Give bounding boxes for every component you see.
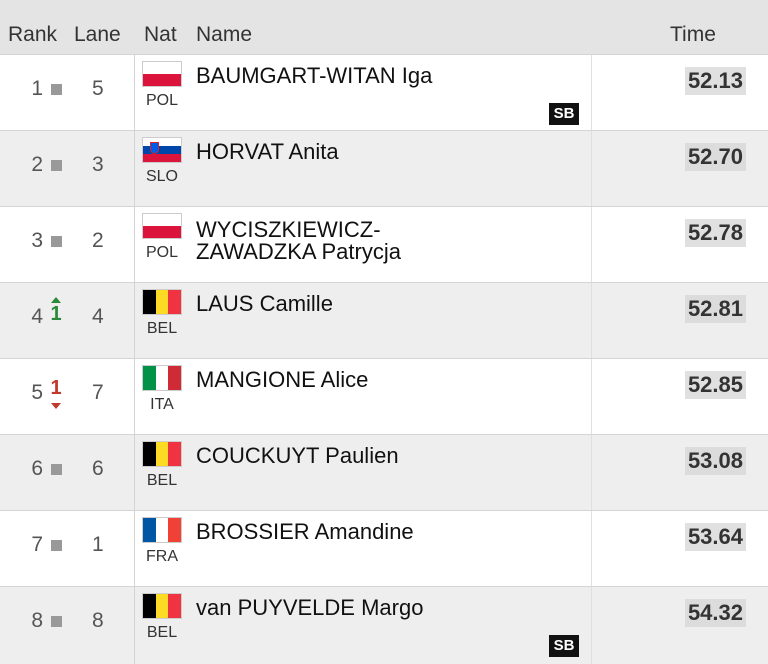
result-time: 52.13 xyxy=(684,67,746,95)
column-divider xyxy=(591,359,592,434)
header-time: Time xyxy=(670,23,716,46)
athlete-name[interactable]: COUCKUYT Paulien xyxy=(196,443,399,468)
athlete-name[interactable]: BAUMGART-WITAN Iga xyxy=(196,63,433,88)
result-time: 52.81 xyxy=(684,295,746,323)
rank-up-indicator: 1 xyxy=(48,297,64,327)
flag-icon xyxy=(142,137,182,163)
column-divider xyxy=(134,587,135,664)
column-divider xyxy=(134,207,135,282)
rank: 3 xyxy=(31,229,43,252)
lane: 5 xyxy=(92,77,104,100)
result-time: 54.32 xyxy=(684,599,746,627)
column-divider xyxy=(591,131,592,206)
rank: 5 xyxy=(31,381,43,404)
rank: 1 xyxy=(31,77,43,100)
result-time: 52.78 xyxy=(684,219,746,247)
nat-code: FRA xyxy=(146,548,178,565)
result-time: 53.08 xyxy=(684,447,746,475)
flag-icon xyxy=(142,61,182,87)
flag-icon xyxy=(142,289,182,315)
column-divider xyxy=(134,359,135,434)
result-row[interactable]: 1 5 POL BAUMGART-WITAN Iga SB 52.13 xyxy=(0,54,768,130)
flag-icon xyxy=(142,365,182,391)
rank: 6 xyxy=(31,457,43,480)
lane: 3 xyxy=(92,153,104,176)
column-divider xyxy=(591,207,592,282)
nat-code: POL xyxy=(145,244,178,261)
nat-code: ITA xyxy=(150,396,174,413)
rank-change-value: 1 xyxy=(50,303,62,325)
nat-code: SLO xyxy=(145,168,178,185)
lane: 1 xyxy=(92,533,104,556)
athlete-name[interactable]: BROSSIER Amandine xyxy=(196,519,414,544)
result-row[interactable]: 6 6 BEL COUCKUYT Paulien 53.08 xyxy=(0,434,768,510)
rank: 2 xyxy=(31,153,43,176)
athlete-name[interactable]: van PUYVELDE Margo xyxy=(196,595,424,620)
result-row[interactable]: 5 1 7 ITA MANGIONE Alice 52.85 xyxy=(0,358,768,434)
result-time: 52.70 xyxy=(684,143,746,171)
lane: 6 xyxy=(92,457,104,480)
result-time: 52.85 xyxy=(684,371,746,399)
flag-icon xyxy=(142,517,182,543)
flag-icon xyxy=(142,441,182,467)
no-change-icon xyxy=(51,160,62,171)
nat-code: BEL xyxy=(146,320,178,337)
arrow-up-icon xyxy=(51,297,61,303)
rank-down-indicator: 1 xyxy=(48,377,64,409)
athlete-name[interactable]: MANGIONE Alice xyxy=(196,367,369,392)
lane: 7 xyxy=(92,381,104,404)
column-divider xyxy=(591,55,592,130)
arrow-down-icon xyxy=(51,403,61,409)
column-divider xyxy=(591,283,592,358)
no-change-icon xyxy=(51,540,62,551)
column-divider xyxy=(134,131,135,206)
flag-icon xyxy=(142,213,182,239)
no-change-icon xyxy=(51,236,62,247)
results-header: Rank Lane Nat Name Time xyxy=(0,0,768,54)
athlete-name[interactable]: LAUS Camille xyxy=(196,291,333,316)
column-divider xyxy=(134,511,135,586)
column-divider xyxy=(591,435,592,510)
column-divider xyxy=(591,587,592,664)
flag-icon xyxy=(142,593,182,619)
lane: 8 xyxy=(92,609,104,632)
rank: 7 xyxy=(31,533,43,556)
lane: 4 xyxy=(92,305,104,328)
result-row[interactable]: 3 2 POL WYCISZKIEWICZ-ZAWADZKA Patrycja 52.7… xyxy=(0,206,768,282)
athlete-name[interactable]: WYCISZKIEWICZ-ZAWADZKA Patrycja xyxy=(196,217,401,264)
column-divider xyxy=(591,511,592,586)
rank: 4 xyxy=(31,305,43,328)
column-divider xyxy=(134,435,135,510)
result-row[interactable]: 7 1 FRA BROSSIER Amandine 53.64 xyxy=(0,510,768,586)
rank-change-value: 1 xyxy=(50,377,62,399)
header-lane: Lane xyxy=(74,23,121,46)
header-nat: Nat xyxy=(144,23,177,46)
no-change-icon xyxy=(51,84,62,95)
rank: 8 xyxy=(31,609,43,632)
column-divider xyxy=(134,55,135,130)
lane: 2 xyxy=(92,229,104,252)
nat-code: POL xyxy=(145,92,178,109)
header-name: Name xyxy=(196,23,253,46)
result-time: 53.64 xyxy=(684,523,746,551)
no-change-icon xyxy=(51,616,62,627)
no-change-icon xyxy=(51,464,62,475)
season-best-badge: SB xyxy=(549,103,579,125)
result-row[interactable]: 8 8 BEL van PUYVELDE Margo SB 54.32 xyxy=(0,586,768,664)
coat-of-arms-icon xyxy=(150,142,159,154)
results-table: 1 5 POL BAUMGART-WITAN Iga SB 52.13 2 3 SLO HORVA… xyxy=(0,54,768,664)
header-rank: Rank xyxy=(8,23,58,46)
nat-code: BEL xyxy=(146,472,178,489)
athlete-name[interactable]: HORVAT Anita xyxy=(196,139,339,164)
result-row[interactable]: 2 3 SLO HORVAT Anita 52.70 xyxy=(0,130,768,206)
column-divider xyxy=(134,283,135,358)
result-row[interactable]: 4 1 4 BEL LAUS Camille 52.81 xyxy=(0,282,768,358)
season-best-badge: SB xyxy=(549,635,579,657)
nat-code: BEL xyxy=(146,624,178,641)
